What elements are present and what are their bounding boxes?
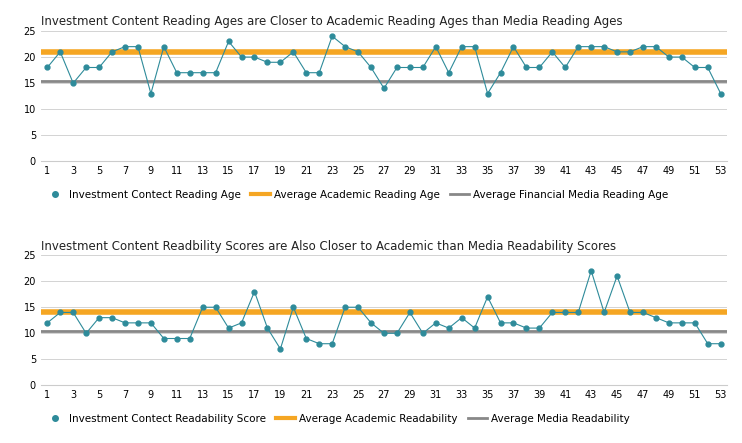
Text: Investment Content Reading Ages are Closer to Academic Reading Ages than Media R: Investment Content Reading Ages are Clos… — [41, 16, 623, 28]
Legend: Investment Contect Readability Score, Average Academic Readability, Average Medi: Investment Contect Readability Score, Av… — [46, 414, 630, 424]
Legend: Investment Contect Reading Age, Average Academic Reading Age, Average Financial : Investment Contect Reading Age, Average … — [46, 190, 669, 200]
Text: Investment Content Readbility Scores are Also Closer to Academic than Media Read: Investment Content Readbility Scores are… — [41, 240, 616, 253]
